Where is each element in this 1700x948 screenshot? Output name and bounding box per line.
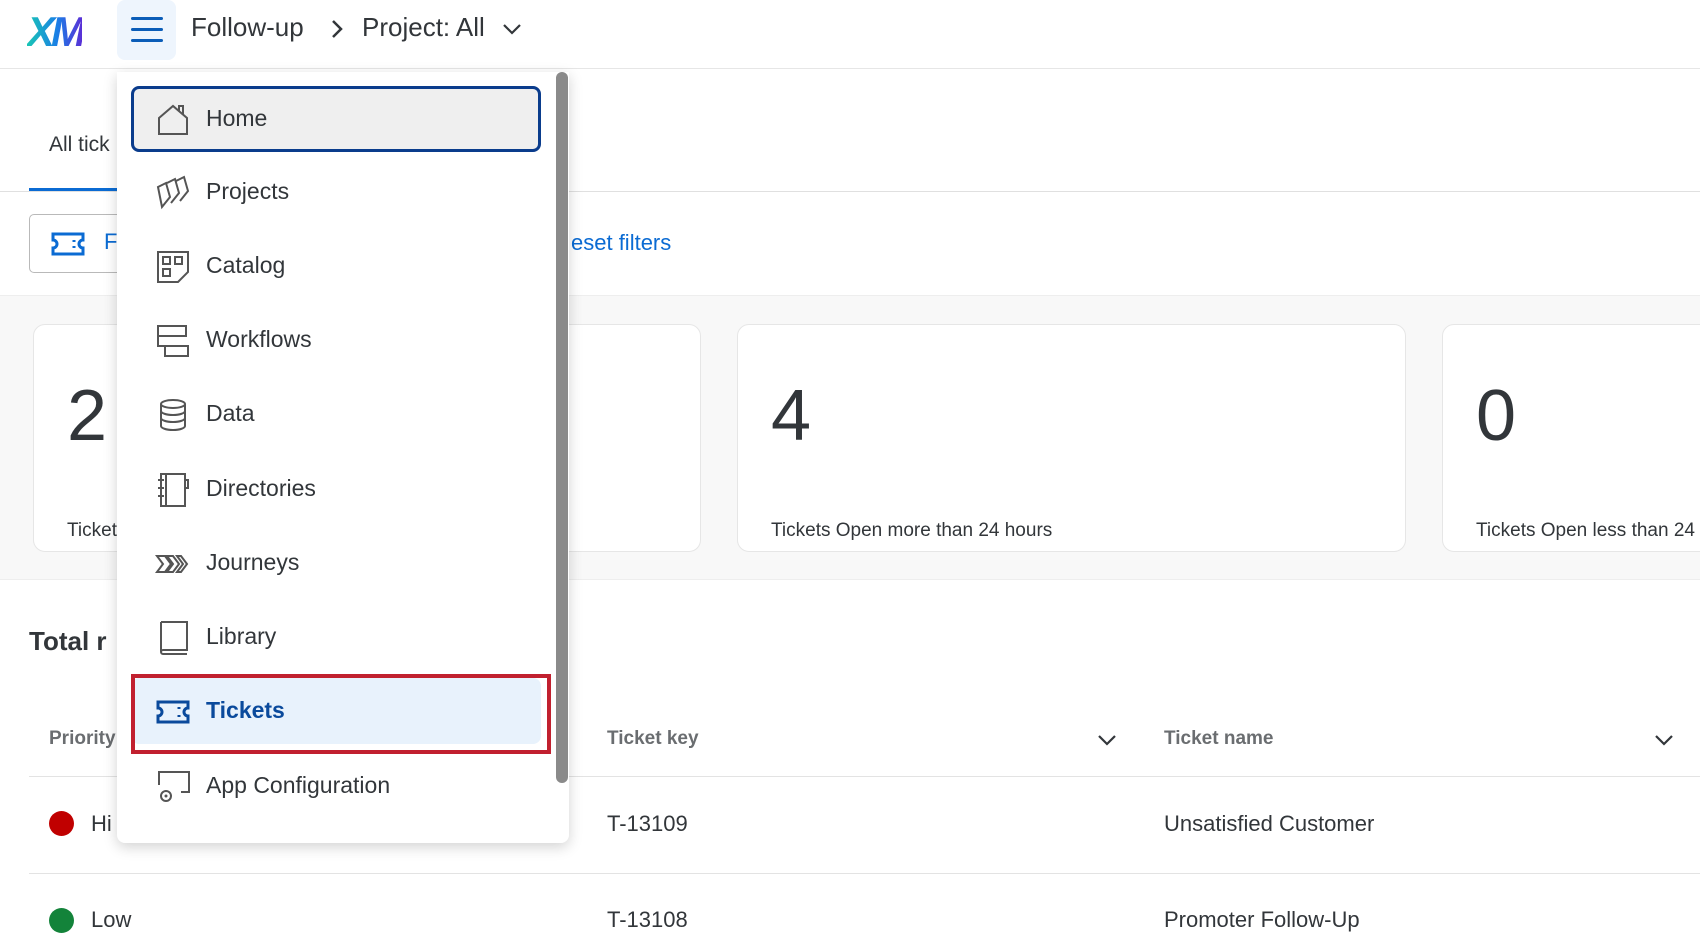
menu-item-label: Workflows bbox=[206, 326, 312, 352]
divider bbox=[29, 873, 1700, 874]
stat-label: Ticket bbox=[67, 520, 117, 541]
home-icon bbox=[158, 104, 188, 135]
reset-filters-link[interactable]: eset filters bbox=[571, 230, 672, 255]
projects-icon bbox=[156, 175, 190, 210]
menu-item-label: Data bbox=[206, 400, 255, 426]
menu-item-label: App Configuration bbox=[206, 772, 391, 798]
stat-label: Tickets Open less than 24 bbox=[1476, 520, 1695, 541]
stat-card-open-more-24h: 4 Tickets Open more than 24 hours bbox=[737, 324, 1406, 552]
priority-text: Hi bbox=[91, 811, 112, 836]
menu-item-catalog[interactable]: Catalog bbox=[131, 233, 541, 299]
column-ticket-name[interactable]: Ticket name bbox=[1164, 728, 1274, 749]
menu-item-data[interactable]: Data bbox=[131, 381, 541, 447]
journeys-icon bbox=[155, 555, 189, 573]
database-icon bbox=[160, 399, 186, 432]
menu-item-label: Projects bbox=[206, 178, 290, 204]
navigation-menu: Home Projects Catalog Workflows Data Dir… bbox=[117, 72, 569, 843]
menu-item-journeys[interactable]: Journeys bbox=[131, 530, 541, 596]
xm-logo[interactable]: XM bbox=[27, 8, 86, 55]
breadcrumb-follow-up[interactable]: Follow-up bbox=[191, 12, 304, 42]
menu-item-label: Directories bbox=[206, 475, 316, 501]
priority-dot-low bbox=[49, 908, 74, 933]
menu-item-home[interactable]: Home bbox=[131, 86, 541, 152]
stat-value: 2 bbox=[67, 376, 108, 456]
menu-item-label: Home bbox=[206, 105, 268, 131]
priority-text: Low bbox=[91, 907, 132, 932]
table-title: Total r bbox=[29, 626, 107, 656]
stat-label: Tickets Open more than 24 hours bbox=[771, 520, 1053, 541]
project-selector[interactable]: Project: All bbox=[362, 12, 485, 42]
menu-item-library[interactable]: Library bbox=[131, 604, 541, 670]
chevron-down-icon[interactable] bbox=[502, 22, 522, 36]
ticket-name[interactable]: Promoter Follow-Up bbox=[1164, 907, 1360, 932]
menu-scrollbar[interactable] bbox=[556, 72, 568, 783]
directories-icon bbox=[158, 473, 189, 507]
menu-item-app-configuration[interactable]: App Configuration bbox=[131, 753, 541, 819]
tab-divider bbox=[0, 191, 1700, 192]
active-tab-indicator bbox=[29, 188, 117, 191]
chevron-down-icon[interactable] bbox=[1097, 733, 1117, 747]
menu-item-label: Library bbox=[206, 623, 277, 649]
menu-item-projects[interactable]: Projects bbox=[131, 159, 541, 225]
menu-item-workflows[interactable]: Workflows bbox=[131, 307, 541, 373]
ticket-icon bbox=[51, 232, 85, 256]
ticket-icon bbox=[156, 700, 190, 724]
menu-item-directories[interactable]: Directories bbox=[131, 456, 541, 522]
tab-all-tickets[interactable]: All tick bbox=[49, 133, 110, 156]
menu-item-tickets[interactable]: Tickets bbox=[131, 678, 541, 744]
stat-value: 4 bbox=[771, 376, 812, 456]
menu-item-label: Catalog bbox=[206, 252, 286, 278]
stat-card-open-less-24h: 0 Tickets Open less than 24 bbox=[1442, 324, 1700, 552]
menu-item-label: Tickets bbox=[206, 697, 285, 723]
column-priority[interactable]: Priority bbox=[49, 728, 116, 749]
workflows-icon bbox=[157, 325, 189, 357]
chevron-down-icon[interactable] bbox=[1654, 733, 1674, 747]
stat-value: 0 bbox=[1476, 376, 1517, 456]
app-config-icon bbox=[158, 771, 190, 802]
ticket-key[interactable]: T-13109 bbox=[607, 811, 688, 836]
priority-dot-high bbox=[49, 811, 74, 836]
ticket-key[interactable]: T-13108 bbox=[607, 907, 688, 932]
column-ticket-key[interactable]: Ticket key bbox=[607, 728, 699, 749]
top-header: XM Follow-up Project: All bbox=[0, 0, 1700, 69]
filter-label: F bbox=[104, 229, 118, 254]
breadcrumb-chevron-icon bbox=[330, 18, 344, 40]
menu-item-label: Journeys bbox=[206, 549, 300, 575]
library-icon bbox=[160, 621, 188, 655]
catalog-icon bbox=[157, 251, 189, 283]
divider bbox=[29, 776, 1700, 777]
highlight-annotation bbox=[131, 674, 551, 754]
ticket-name[interactable]: Unsatisfied Customer bbox=[1164, 811, 1375, 836]
menu-toggle-button[interactable] bbox=[117, 0, 176, 60]
